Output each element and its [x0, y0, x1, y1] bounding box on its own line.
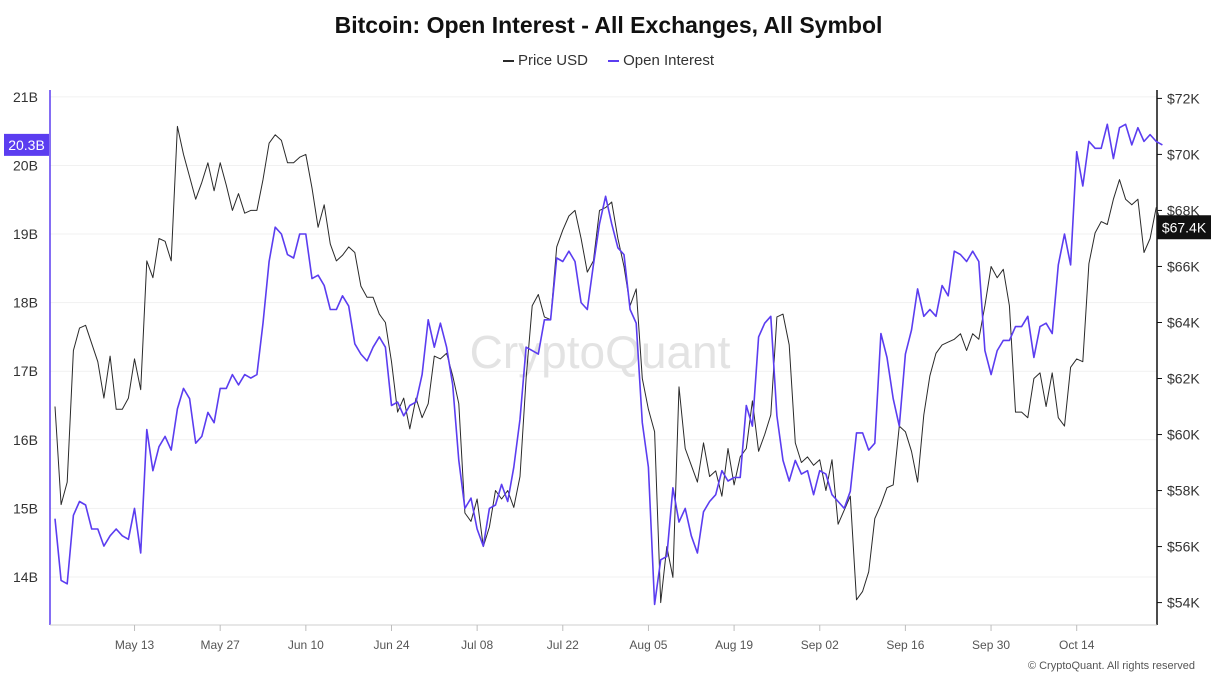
x-tick-1: May 27 [201, 638, 241, 652]
y-left-tick-3: 17B [13, 363, 38, 379]
y-left-tick-7: 21B [13, 89, 38, 105]
chart-title: Bitcoin: Open Interest - All Exchanges, … [334, 12, 883, 38]
x-tick-7: Aug 19 [715, 638, 753, 652]
y-left-tick-0: 14B [13, 569, 38, 585]
y-right-tick-1: $56K [1167, 539, 1200, 555]
x-tick-0: May 13 [115, 638, 155, 652]
y-left-tick-1: 15B [13, 500, 38, 516]
y-right-tick-2: $58K [1167, 483, 1200, 499]
x-tick-3: Jun 24 [373, 638, 409, 652]
legend-swatch-open-interest [608, 60, 620, 63]
y-left-tick-2: 16B [13, 432, 38, 448]
current-open-interest-badge [4, 133, 49, 156]
x-tick-6: Aug 05 [629, 638, 667, 652]
series-line-open-interest [54, 123, 1163, 606]
legend-label-open-interest: Open Interest [623, 52, 715, 69]
x-tick-10: Sep 30 [972, 638, 1010, 652]
y-right-tick-8: $70K [1167, 146, 1200, 162]
x-tick-11: Oct 14 [1059, 638, 1095, 652]
y-left-tick-5: 19B [13, 226, 38, 242]
series-line-price-usd [54, 125, 1163, 604]
x-tick-2: Jun 10 [288, 638, 324, 652]
y-right-tick-0: $54K [1167, 595, 1200, 611]
y-right-tick-5: $64K [1167, 314, 1200, 330]
y-left-tick-6: 20B [13, 157, 38, 173]
watermark: CryptoQuant [470, 326, 731, 378]
current-price-label: $67.4K [1162, 219, 1207, 235]
y-right-tick-9: $72K [1167, 90, 1200, 106]
legend-item-open-interest[interactable]: Open Interest [608, 52, 714, 69]
y-left-tick-4: 18B [13, 295, 38, 311]
copyright-notice: © CryptoQuant. All rights reserved [1027, 660, 1195, 672]
y-right-tick-3: $60K [1167, 427, 1200, 443]
current-open-interest-label: 20.3B [8, 137, 45, 153]
legend: Price USD Open Interest [0, 52, 1217, 69]
y-right-tick-4: $62K [1167, 371, 1200, 387]
y-right-tick-6: $66K [1167, 258, 1200, 274]
x-tick-8: Sep 02 [801, 638, 839, 652]
x-tick-4: Jul 08 [461, 638, 493, 652]
current-price-badge [1157, 215, 1211, 240]
legend-swatch-price [502, 60, 514, 63]
legend-item-price[interactable]: Price USD [502, 52, 588, 69]
x-tick-9: Sep 16 [886, 638, 924, 652]
legend-label-price: Price USD [517, 52, 588, 69]
x-tick-5: Jul 22 [547, 638, 579, 652]
y-right-tick-7: $68K [1167, 202, 1200, 218]
